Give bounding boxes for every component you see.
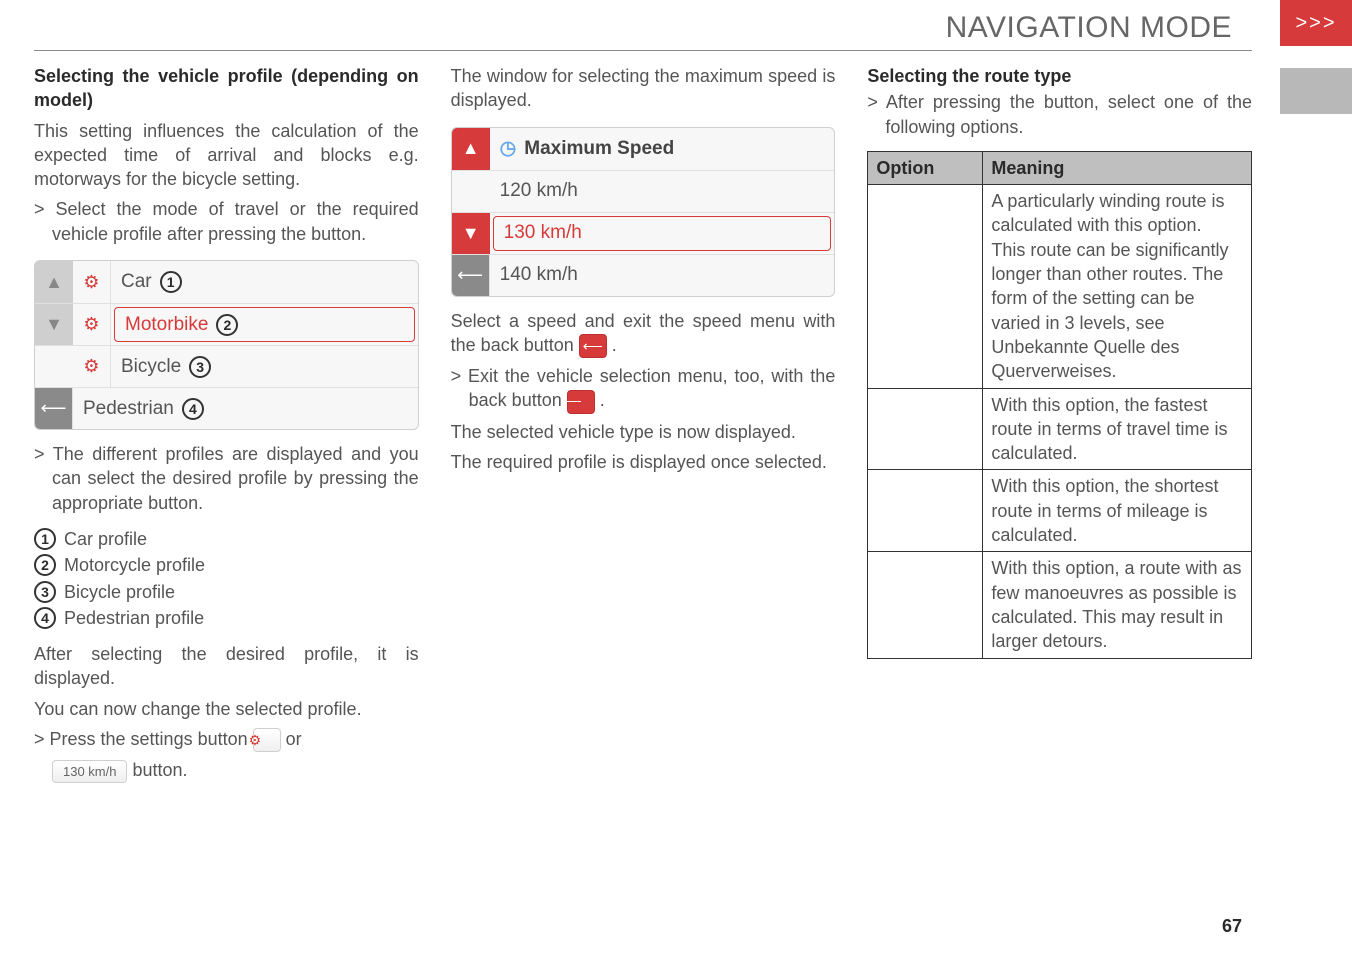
column-2: The window for selecting the maximum spe… bbox=[451, 64, 836, 890]
speed-row-130[interactable]: ▼ 130 km/h bbox=[452, 212, 835, 254]
col2-step-1: > Exit the vehicle selection menu, too, … bbox=[451, 364, 836, 414]
legend-num: 4 bbox=[34, 607, 56, 629]
col1-step-3: > Press the settings button ⚙ or bbox=[34, 727, 419, 752]
legend-num: 2 bbox=[34, 554, 56, 576]
vehicle-row-pedestrian[interactable]: ⟵ Pedestrian4 bbox=[35, 387, 418, 429]
profile-legend: 1 Car profile 2 Motorcycle profile 3 Bicycl… bbox=[34, 527, 419, 632]
section-title: NAVIGATION MODE bbox=[0, 8, 1352, 49]
speed-label: 140 km/h bbox=[490, 255, 835, 296]
option-cell bbox=[868, 185, 983, 388]
vehicle-label: Bicycle3 bbox=[111, 346, 418, 387]
route-options-table: Option Meaning A particularly winding ro… bbox=[867, 151, 1252, 659]
back-icon[interactable]: ⟵ bbox=[452, 255, 490, 296]
vehicle-row-bicycle[interactable]: ⚙ Bicycle3 bbox=[35, 345, 418, 387]
red-corner-tab: >>> bbox=[1280, 0, 1352, 46]
speed-row-120[interactable]: ▲ 120 km/h bbox=[452, 170, 835, 212]
back-icon[interactable]: ⟵ bbox=[35, 388, 73, 429]
col3-heading: Selecting the route type bbox=[867, 64, 1252, 88]
col2-para-2: Select a speed and exit the speed menu w… bbox=[451, 309, 836, 359]
col3-step-1: > After pressing the button, select one … bbox=[867, 90, 1252, 139]
col1-heading: Selecting the vehicle profile (depending… bbox=[34, 64, 419, 113]
table-row: A particularly winding route is calculat… bbox=[868, 185, 1252, 388]
legend-num: 3 bbox=[34, 581, 56, 603]
meaning-cell: With this option, the shortest route in … bbox=[983, 470, 1252, 552]
col1-step-3b: 130 km/h button. bbox=[34, 758, 419, 783]
col1-para-3: You can now change the selected profile. bbox=[34, 697, 419, 721]
max-speed-widget: ▲ ◷ Maximum Speed ▲ 120 km/h ▼ 130 km/h … bbox=[451, 127, 836, 297]
grey-side-tab bbox=[1280, 68, 1352, 114]
gear-icon: ⚙ bbox=[73, 346, 111, 387]
table-row: With this option, the fastest route in t… bbox=[868, 388, 1252, 470]
col1-para-1: This setting influences the calculation … bbox=[34, 119, 419, 192]
vehicle-row-car[interactable]: ▲ ⚙ Car1 bbox=[35, 261, 418, 303]
table-row: With this option, a route with as few ma… bbox=[868, 552, 1252, 658]
back-button-icon[interactable]: ⟵ bbox=[579, 334, 607, 358]
legend-text: Pedestrian profile bbox=[64, 606, 204, 630]
spacer bbox=[35, 346, 73, 387]
col1-step-1: > Select the mode of travel or the requi… bbox=[34, 197, 419, 246]
back-button-icon[interactable]: ⟵ bbox=[567, 390, 595, 414]
speed-title: ◷ Maximum Speed bbox=[490, 128, 835, 170]
vehicle-profile-widget: ▲ ⚙ Car1 ▼ ⚙ Motorbike2 ⚙ Bicycle3 ⟵ Ped… bbox=[34, 260, 419, 430]
vehicle-label: Motorbike2 bbox=[114, 307, 415, 342]
scroll-up-icon[interactable]: ▲ bbox=[452, 128, 490, 170]
page-number: 67 bbox=[1222, 914, 1242, 938]
gear-icon: ⚙ bbox=[73, 304, 111, 345]
speed-row-140[interactable]: ⟵ 140 km/h bbox=[452, 254, 835, 296]
gear-icon: ⚙ bbox=[73, 261, 111, 303]
col1-step-2: > The different profiles are displayed a… bbox=[34, 442, 419, 515]
option-cell bbox=[868, 388, 983, 470]
speed-label: 130 km/h bbox=[493, 216, 832, 251]
col1-para-2: After selecting the desired profile, it … bbox=[34, 642, 419, 691]
meaning-cell: With this option, the fastest route in t… bbox=[983, 388, 1252, 470]
table-head-option: Option bbox=[868, 151, 983, 184]
legend-text: Car profile bbox=[64, 527, 147, 551]
settings-gear-icon[interactable]: ⚙ bbox=[253, 728, 281, 752]
col2-para-3: The selected vehicle type is now display… bbox=[451, 420, 836, 444]
col2-para-1: The window for selecting the maximum spe… bbox=[451, 64, 836, 113]
header-rule bbox=[34, 50, 1252, 51]
scroll-down-icon[interactable]: ▼ bbox=[35, 304, 73, 345]
table-head-meaning: Meaning bbox=[983, 151, 1252, 184]
legend-text: Motorcycle profile bbox=[64, 553, 205, 577]
vehicle-label: Pedestrian4 bbox=[73, 388, 418, 429]
scroll-up-icon[interactable]: ▲ bbox=[35, 261, 73, 303]
meaning-cell: A particularly winding route is calculat… bbox=[983, 185, 1252, 388]
legend-num: 1 bbox=[34, 528, 56, 550]
table-row: With this option, the shortest route in … bbox=[868, 470, 1252, 552]
speed-label: 120 km/h bbox=[490, 171, 835, 212]
column-3: Selecting the route type > After pressin… bbox=[867, 64, 1252, 890]
vehicle-row-motorbike[interactable]: ▼ ⚙ Motorbike2 bbox=[35, 303, 418, 345]
col2-para-4: The required profile is displayed once s… bbox=[451, 450, 836, 474]
option-cell bbox=[868, 470, 983, 552]
meaning-cell: With this option, a route with as few ma… bbox=[983, 552, 1252, 658]
speedometer-icon: ◷ bbox=[500, 136, 517, 162]
table-header-row: Option Meaning bbox=[868, 151, 1252, 184]
vehicle-label: Car1 bbox=[111, 261, 418, 303]
speed-header-row: ▲ ◷ Maximum Speed bbox=[452, 128, 835, 170]
scroll-down-icon[interactable]: ▼ bbox=[452, 213, 490, 254]
option-cell bbox=[868, 552, 983, 658]
legend-text: Bicycle profile bbox=[64, 580, 175, 604]
speed-chip-button[interactable]: 130 km/h bbox=[52, 760, 127, 784]
column-1: Selecting the vehicle profile (depending… bbox=[34, 64, 419, 890]
